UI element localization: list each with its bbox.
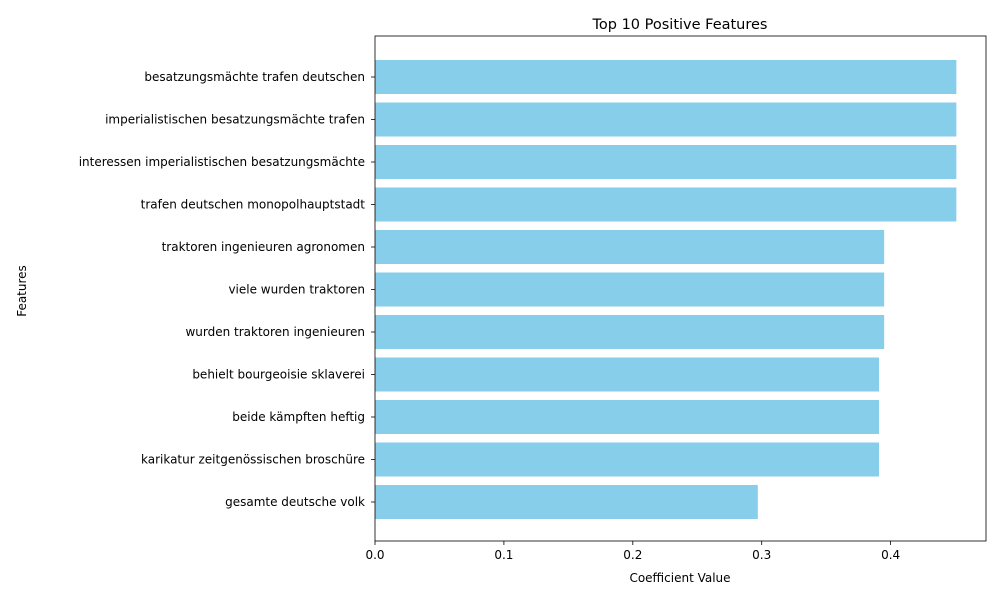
bar	[375, 485, 758, 519]
bar	[375, 272, 885, 307]
y-tick-label: karikatur zeitgenössischen broschüre	[141, 453, 365, 467]
x-axis-title: Coefficient Value	[629, 571, 730, 585]
bar	[375, 60, 957, 94]
y-tick-label: beide kämpften heftig	[232, 410, 365, 424]
x-tick-label: 0.3	[752, 548, 771, 562]
bar	[375, 187, 957, 222]
bar	[375, 315, 885, 349]
bar	[375, 442, 880, 477]
y-tick-label: trafen deutschen monopolhauptstadt	[141, 198, 366, 212]
y-tick-label: gesamte deutsche volk	[225, 495, 365, 509]
plot-frame	[374, 35, 987, 542]
x-tick-label: 0.4	[881, 548, 900, 562]
y-tick-label: behielt bourgeoisie sklaverei	[192, 368, 365, 382]
y-tick-label: interessen imperialistischen besatzungsm…	[79, 155, 365, 169]
y-axis-title: Features	[15, 265, 29, 317]
x-tick-label: 0.2	[623, 548, 642, 562]
chart-title: Top 10 Positive Features	[592, 17, 768, 33]
bar	[375, 400, 880, 434]
bar	[375, 102, 957, 137]
y-tick-label: viele wurden traktoren	[228, 283, 365, 297]
bar	[375, 230, 885, 264]
x-tick-label: 0.0	[365, 548, 384, 562]
y-tick-label: besatzungsmächte trafen deutschen	[144, 70, 365, 84]
plot-area: besatzungsmächte trafen deutschen imperia…	[79, 35, 987, 562]
bar	[375, 357, 880, 392]
y-tick-label: wurden traktoren ingenieuren	[185, 325, 365, 339]
y-tick-label: traktoren ingenieuren agronomen	[162, 240, 365, 254]
x-tick-label: 0.1	[494, 548, 513, 562]
bar	[375, 145, 957, 179]
y-tick-label: imperialistischen besatzungsmächte trafe…	[105, 113, 365, 127]
